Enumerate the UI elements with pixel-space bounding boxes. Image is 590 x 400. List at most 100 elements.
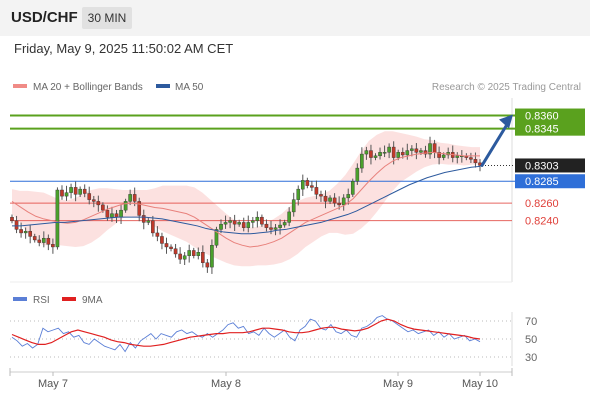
- rsi-tick-label: 50: [525, 334, 537, 346]
- candle-body: [55, 189, 60, 248]
- candle-body: [428, 143, 432, 155]
- candle-body: [219, 223, 223, 230]
- candle-body: [441, 154, 446, 158]
- candle-body: [201, 252, 205, 263]
- candle-body: [287, 211, 291, 223]
- price-levels: [10, 114, 515, 222]
- candle-body: [282, 222, 287, 226]
- timeframe-button[interactable]: 30 MIN: [82, 7, 132, 29]
- candle-body: [378, 152, 382, 157]
- candle-body: [23, 230, 28, 234]
- chart-datetime: Friday, May 9, 2025 11:50:02 AM CET: [14, 41, 234, 56]
- candle-body: [391, 146, 396, 158]
- support-label: 0.8260: [525, 198, 559, 210]
- last-price-tag: [515, 158, 585, 173]
- candle-body: [78, 188, 82, 195]
- candle-body: [119, 209, 123, 218]
- candle-body: [110, 213, 114, 218]
- legend-swatch-9ma: [62, 297, 76, 301]
- x-tick-label: May 9: [383, 378, 413, 390]
- pivot-tag: [515, 174, 585, 189]
- candle-body: [350, 181, 355, 195]
- rsi-line: [11, 315, 481, 353]
- candle-body: [246, 222, 251, 228]
- x-tick-label: May 7: [38, 378, 68, 390]
- last-price-label: 0.8303: [525, 160, 559, 172]
- candle-body: [228, 220, 232, 223]
- candle-body: [332, 197, 337, 204]
- candle-body: [400, 152, 405, 156]
- candle-body: [10, 216, 14, 221]
- candle-body: [300, 180, 305, 190]
- candle-body: [437, 152, 441, 158]
- rsi-tick-label: 70: [525, 316, 537, 328]
- candle-body: [423, 150, 428, 155]
- candle-body: [42, 237, 46, 243]
- candle-body: [19, 229, 23, 234]
- candle-body: [328, 197, 332, 202]
- candle-body: [32, 236, 37, 241]
- symbol-label: USD/CHF: [11, 9, 78, 26]
- candle-body: [114, 213, 119, 218]
- candle-body: [260, 216, 264, 225]
- candle-body: [51, 244, 55, 248]
- candle-body: [410, 148, 414, 151]
- candle-body: [151, 220, 155, 234]
- ma50-line: [12, 165, 481, 235]
- target-tag: [515, 108, 585, 123]
- candle-body: [341, 197, 346, 206]
- candle-body: [237, 222, 241, 225]
- candle-body: [69, 187, 73, 193]
- candle-body: [96, 201, 101, 206]
- candle-body: [387, 146, 391, 153]
- candle-body: [187, 250, 192, 256]
- candle-body: [373, 155, 378, 158]
- support-label: 0.8240: [525, 216, 559, 228]
- candle-body: [455, 155, 460, 158]
- candle-body: [28, 230, 32, 237]
- candle-body: [64, 192, 69, 197]
- legend-swatch-ma20: [13, 84, 27, 88]
- source-credit: Research © 2025 Trading Central: [432, 82, 581, 93]
- target-label: 0.8345: [525, 124, 559, 136]
- candle-body: [355, 167, 360, 182]
- candle-body: [323, 195, 328, 202]
- candle-body: [305, 180, 310, 186]
- legend-swatch-rsi: [13, 297, 27, 301]
- legend-ma50: MA 50: [175, 82, 204, 93]
- candle-body: [73, 187, 78, 195]
- candle-body: [314, 187, 319, 195]
- candle-body: [369, 150, 373, 158]
- candle-body: [432, 143, 437, 153]
- moving-averages: [11, 151, 481, 248]
- candle-body: [223, 222, 228, 225]
- candle-body: [196, 252, 201, 256]
- candle-body: [155, 232, 160, 237]
- candle-body: [337, 202, 341, 206]
- legend-rsi: RSI: [33, 295, 50, 306]
- candle-body: [205, 262, 210, 268]
- candle-body: [473, 159, 478, 164]
- ma20-line: [11, 151, 480, 248]
- candle-body: [91, 199, 96, 202]
- candle-body: [37, 239, 42, 243]
- candle-body: [255, 216, 260, 221]
- candle-body: [60, 189, 64, 197]
- candle-body: [291, 199, 296, 213]
- candle-body: [164, 243, 169, 248]
- candle-body: [169, 246, 173, 249]
- candle-body: [414, 148, 419, 153]
- candle-body: [137, 201, 142, 216]
- x-tick-label: May 8: [211, 378, 241, 390]
- candle-body: [364, 150, 369, 155]
- candle-body: [382, 152, 387, 154]
- candle-body: [132, 194, 137, 202]
- candle-body: [87, 193, 92, 200]
- candle-body: [210, 244, 214, 268]
- forecast-arrow: [480, 114, 513, 167]
- forecast-arrow-head: [499, 114, 513, 129]
- candle-body: [278, 224, 282, 228]
- x-axis: May 7 May 8 May 9 May 10: [9, 368, 513, 390]
